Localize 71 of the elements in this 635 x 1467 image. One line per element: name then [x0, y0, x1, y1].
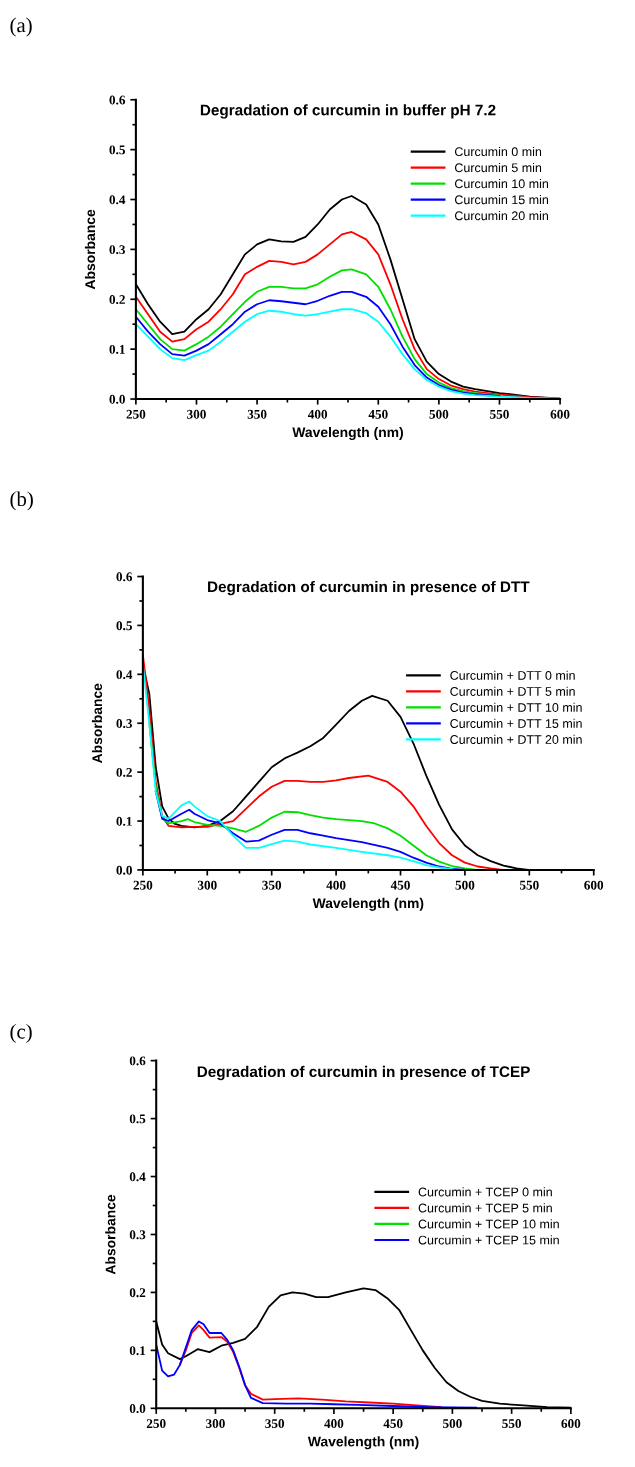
- y-axis-title: Absorbance: [84, 209, 96, 290]
- x-tick-label: 250: [146, 1419, 166, 1429]
- x-tick-label: 300: [187, 409, 206, 419]
- x-tick-label: 400: [324, 1419, 344, 1429]
- y-tick-label: 0.1: [129, 1346, 146, 1356]
- legend-label: Curcumin 0 min: [454, 146, 542, 157]
- x-tick-label: 400: [307, 409, 328, 419]
- legend-label: Curcumin + DTT 0 min: [450, 670, 575, 680]
- y-tick-label: 0.0: [116, 865, 132, 875]
- x-tick-label: 350: [247, 409, 267, 419]
- legend-label: Curcumin + DTT 5 min: [450, 686, 575, 696]
- x-tick-label: 550: [490, 409, 509, 419]
- y-tick-label: 0.3: [129, 1230, 146, 1240]
- y-tick-label: 0.5: [116, 621, 132, 631]
- legend-label: Curcumin 5 min: [454, 162, 542, 173]
- x-tick-label: 350: [265, 1419, 285, 1429]
- y-tick-label: 0.3: [109, 245, 126, 255]
- y-tick-label: 0.0: [109, 394, 125, 404]
- legend-label: Curcumin + DTT 15 min: [450, 718, 582, 728]
- x-tick-label: 500: [455, 880, 475, 890]
- x-tick-label: 600: [584, 880, 604, 890]
- x-axis-title: Wavelength (nm): [307, 1436, 419, 1450]
- x-axis-title: Wavelength (nm): [312, 897, 424, 911]
- x-tick-label: 250: [126, 409, 146, 419]
- x-tick-label: 550: [502, 1419, 522, 1429]
- y-tick-label: 0.0: [129, 1404, 146, 1414]
- text: (b): [10, 491, 33, 511]
- legend-label: Curcumin 15 min: [454, 195, 549, 205]
- legend-label: Curcumin + TCEP 5 min: [418, 1203, 552, 1213]
- y-tick-label: 0.4: [129, 1172, 146, 1182]
- y-tick-label: 0.3: [116, 719, 133, 728]
- legend-label: Curcumin + TCEP 10 min: [418, 1219, 559, 1229]
- x-tick-label: 600: [561, 1419, 581, 1429]
- x-tick-label: 450: [368, 409, 388, 419]
- legend-label: Curcumin 10 min: [454, 178, 549, 189]
- x-tick-label: 450: [383, 1419, 403, 1429]
- y-tick-label: 0.4: [116, 670, 133, 680]
- text: (a): [10, 17, 32, 37]
- y-tick-label: 0.5: [109, 145, 125, 155]
- chart-title: Degradation of curcumin in buffer pH 7.2: [200, 104, 496, 119]
- y-axis-title: Absorbance: [91, 683, 103, 764]
- text: (c): [10, 1023, 32, 1043]
- y-tick-label: 0.2: [129, 1288, 146, 1298]
- chart-title: Degradation of curcumin in presence of TCEP: [197, 1065, 530, 1081]
- legend-label: Curcumin + TCEP 0 min: [418, 1187, 552, 1197]
- x-tick-label: 600: [550, 409, 570, 419]
- legend-label: Curcumin + DTT 20 min: [450, 734, 582, 744]
- y-tick-label: 0.2: [116, 767, 132, 777]
- y-tick-label: 0.6: [129, 1056, 146, 1066]
- x-tick-label: 350: [262, 880, 282, 890]
- x-tick-label: 500: [429, 409, 449, 419]
- x-tick-label: 550: [519, 880, 539, 890]
- x-tick-label: 300: [197, 880, 217, 890]
- x-tick-label: 500: [443, 1419, 462, 1429]
- y-axis-title: Absorbance: [105, 1194, 116, 1275]
- x-tick-label: 400: [326, 880, 346, 890]
- x-axis-title: Wavelength (nm): [292, 426, 403, 440]
- legend-label: Curcumin + TCEP 15 min: [418, 1235, 559, 1245]
- y-tick-label: 0.2: [109, 295, 125, 305]
- y-tick-label: 0.4: [109, 195, 126, 205]
- x-tick-label: 450: [390, 880, 410, 890]
- x-tick-label: 250: [133, 880, 153, 890]
- chart-title: Degradation of curcumin in presence of DTT: [208, 580, 530, 596]
- legend-label: Curcumin + DTT 10 min: [450, 702, 582, 712]
- y-tick-label: 0.1: [109, 344, 125, 354]
- x-tick-label: 300: [206, 1419, 225, 1429]
- y-tick-label: 0.1: [116, 816, 132, 826]
- y-tick-label: 0.5: [129, 1114, 146, 1124]
- legend-label: Curcumin 20 min: [454, 211, 549, 221]
- y-tick-label: 0.6: [109, 95, 126, 105]
- y-tick-label: 0.6: [116, 572, 133, 582]
